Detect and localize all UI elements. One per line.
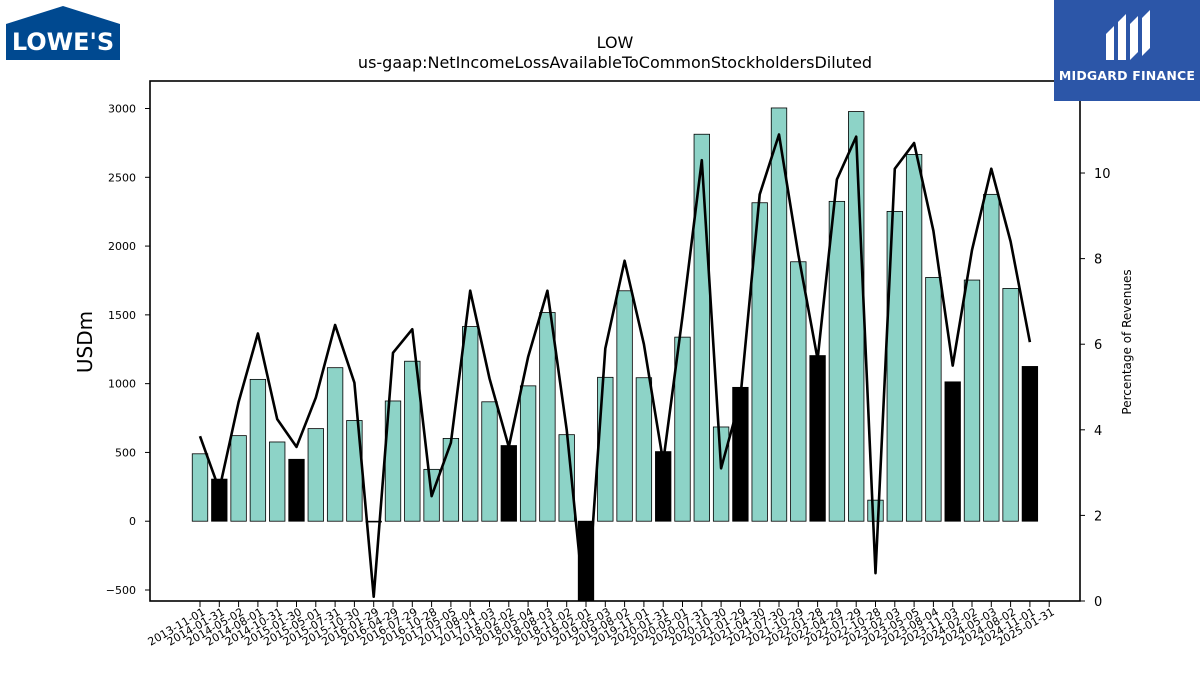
percentage-line: [198, 133, 1032, 601]
lowes-logo-text: LOWE'S: [12, 28, 114, 56]
bar: [519, 385, 537, 522]
y-tick-label: 1000: [108, 378, 136, 391]
y2-tick-label: 4: [1094, 424, 1102, 439]
bars-layer: [191, 107, 1039, 602]
y2-tick-label: 0: [1094, 595, 1102, 610]
y-tick-label: 2000: [108, 240, 136, 253]
y-tick-label: 1500: [108, 309, 136, 322]
y-tick-label: −500: [106, 584, 136, 597]
bar: [983, 193, 1000, 522]
lowes-logo: LOWE'S: [6, 6, 120, 60]
chart-subtitle: us-gaap:NetIncomeLossAvailableToCommonSt…: [358, 53, 872, 72]
midgard-logo-text: MIDGARD FINANCE: [1058, 68, 1196, 83]
bar: [828, 200, 846, 522]
x-axis: 2013-11-012014-01-312014-05-022014-08-01…: [146, 601, 1057, 649]
bar: [404, 360, 421, 522]
bar: [307, 428, 324, 522]
y2-axis: 0 2 4 6 8 10: [1080, 167, 1111, 610]
bar: [500, 445, 517, 522]
y-tick-label: 500: [115, 446, 136, 459]
y-tick-label: 3000: [108, 103, 136, 116]
bar: [905, 154, 923, 522]
bar: [1021, 366, 1039, 522]
line-layer: [198, 133, 1032, 601]
bar: [732, 386, 749, 522]
bar: [674, 336, 691, 522]
bar: [288, 458, 305, 522]
y-tick-label: 2500: [108, 171, 136, 184]
bar: [269, 441, 286, 522]
y-tick-label: 0: [129, 515, 136, 528]
lowes-logo-mark: LOWE'S: [6, 6, 120, 60]
plot-frame: [149, 80, 1081, 602]
midgard-finance-logo: MIDGARD FINANCE: [1054, 0, 1200, 101]
y2-tick-label: 2: [1094, 509, 1102, 524]
bar: [963, 279, 981, 522]
bar: [770, 107, 788, 522]
y2-axis-label: Percentage of Revenues: [1120, 269, 1134, 414]
bar: [790, 261, 807, 522]
bar: [886, 211, 903, 522]
bar: [712, 426, 730, 522]
bar: [326, 367, 344, 522]
bar: [809, 355, 826, 522]
bar: [191, 453, 209, 522]
bar: [635, 377, 653, 522]
y2-tick-label: 10: [1094, 167, 1111, 182]
y2-tick-label: 8: [1094, 253, 1102, 268]
bar: [655, 451, 672, 522]
bar: [249, 378, 267, 522]
midgard-logo-mark: [1106, 10, 1150, 60]
y-axis: −500 0 500 1000 1500 2000 2500 3000: [106, 103, 150, 597]
bar: [944, 381, 961, 522]
bar: [211, 478, 228, 522]
y2-tick-label: 6: [1094, 338, 1102, 353]
bar: [925, 277, 942, 522]
bar: [867, 499, 884, 522]
chart-title: LOW: [597, 33, 634, 52]
y-axis-label: USDm: [73, 311, 97, 373]
bar: [462, 326, 479, 522]
bar: [693, 133, 710, 522]
bar: [616, 290, 633, 522]
bar: [848, 111, 865, 522]
bar: [1002, 288, 1019, 522]
bar: [481, 401, 498, 522]
bar: [230, 435, 247, 522]
bar: [539, 312, 556, 522]
bar: [597, 376, 614, 522]
bar: [442, 437, 460, 522]
